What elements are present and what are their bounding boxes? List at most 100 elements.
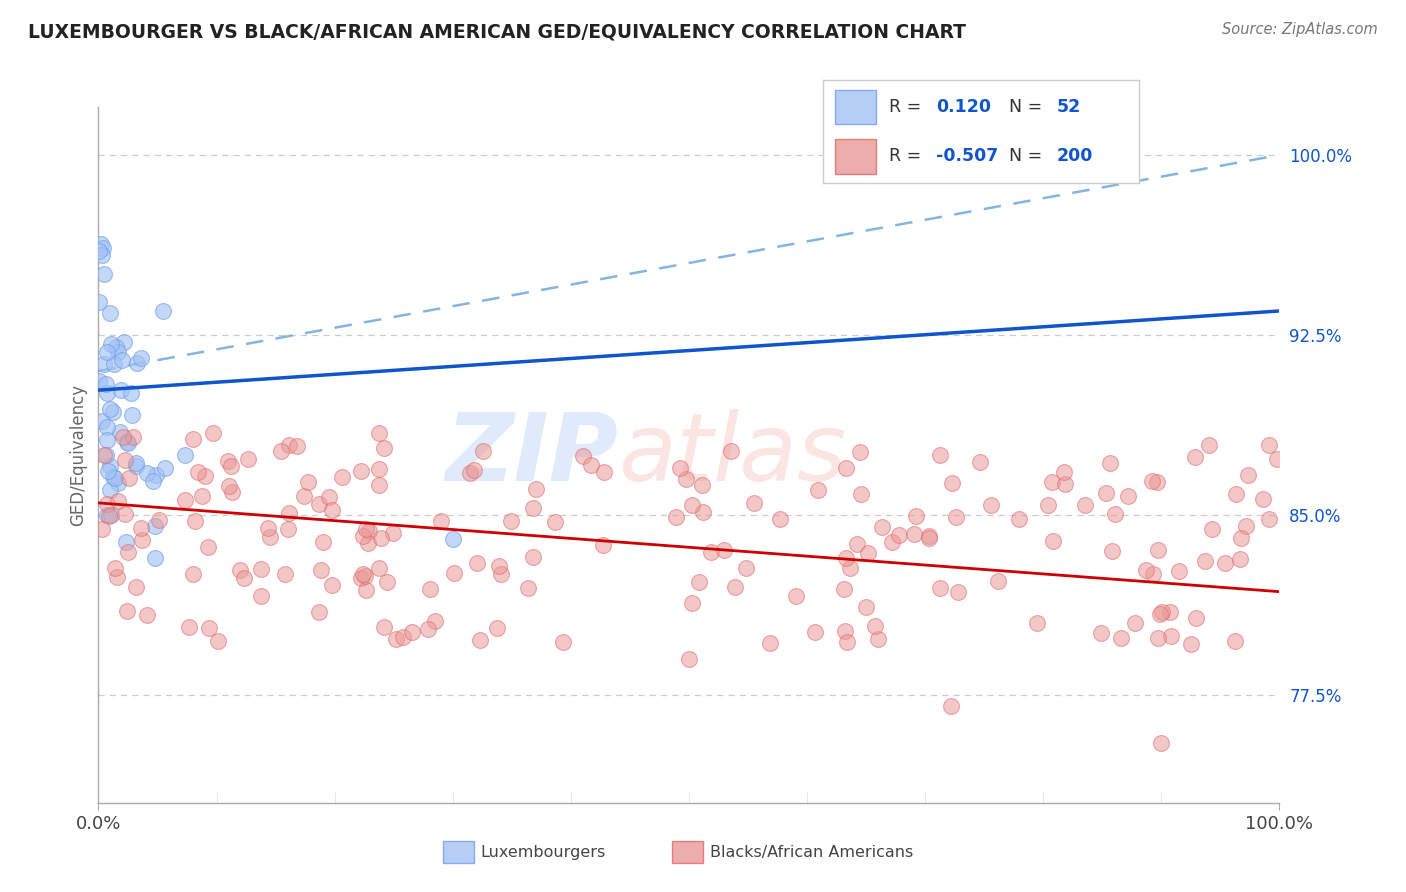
Point: [1104, 508, 1126, 522]
Point: [1251, 491, 1274, 506]
Point: [91, 248, 114, 262]
Point: [903, 526, 925, 541]
Point: [692, 505, 714, 519]
Point: [1140, 474, 1163, 488]
Point: [441, 532, 464, 546]
Point: [1090, 625, 1112, 640]
Point: [117, 545, 139, 559]
Point: [941, 475, 963, 490]
Point: [219, 458, 242, 473]
Point: [1147, 631, 1170, 645]
Point: [87, 374, 110, 388]
Point: [100, 508, 122, 522]
Point: [1180, 637, 1202, 651]
Point: [114, 507, 136, 521]
Point: [370, 532, 392, 546]
Point: [375, 574, 398, 589]
Point: [855, 599, 877, 614]
Point: [103, 470, 125, 484]
Text: R =: R =: [889, 147, 927, 165]
Y-axis label: GED/Equivalency: GED/Equivalency: [69, 384, 87, 526]
Point: [1229, 552, 1251, 566]
Point: [93, 267, 115, 281]
Point: [416, 623, 439, 637]
Point: [270, 444, 292, 458]
Point: [849, 487, 872, 501]
Point: [198, 621, 221, 635]
Point: [1185, 611, 1208, 625]
Point: [104, 561, 127, 575]
Point: [221, 485, 243, 500]
Point: [368, 426, 391, 441]
Point: [1194, 554, 1216, 568]
Point: [1135, 564, 1157, 578]
Point: [522, 550, 544, 565]
Point: [277, 438, 299, 452]
Point: [112, 430, 135, 444]
Point: [1053, 477, 1076, 491]
Point: [249, 561, 271, 575]
Point: [918, 529, 941, 543]
Point: [423, 614, 446, 628]
Point: [678, 652, 700, 666]
Point: [980, 498, 1002, 512]
Point: [373, 441, 395, 455]
Point: [929, 581, 952, 595]
Point: [312, 535, 335, 549]
Point: [96, 386, 118, 401]
Point: [987, 574, 1010, 588]
Point: [96, 434, 118, 448]
Point: [122, 430, 145, 444]
Point: [882, 534, 904, 549]
Point: [392, 631, 415, 645]
Point: [1234, 519, 1257, 533]
Point: [1213, 556, 1236, 570]
Point: [218, 478, 240, 492]
Point: [803, 625, 825, 640]
Point: [100, 337, 122, 351]
Point: [1008, 512, 1031, 526]
Point: [93, 357, 115, 371]
Point: [1160, 629, 1182, 643]
Point: [145, 468, 167, 483]
Point: [277, 523, 299, 537]
Text: 52: 52: [1057, 98, 1081, 116]
Point: [250, 590, 273, 604]
Text: Source: ZipAtlas.com: Source: ZipAtlas.com: [1222, 22, 1378, 37]
Point: [114, 453, 136, 467]
Text: N =: N =: [1010, 98, 1047, 116]
Point: [129, 351, 152, 365]
Point: [468, 632, 491, 647]
Point: [849, 445, 872, 459]
Point: [807, 483, 830, 497]
Point: [94, 376, 117, 391]
Point: [292, 489, 315, 503]
Point: [357, 524, 380, 538]
Point: [720, 443, 742, 458]
Text: 200: 200: [1057, 147, 1092, 165]
Point: [870, 520, 893, 534]
Point: [90, 236, 112, 251]
Point: [1150, 736, 1173, 750]
Point: [1201, 522, 1223, 536]
Point: [207, 634, 229, 648]
Point: [194, 469, 217, 483]
Point: [174, 492, 197, 507]
Text: atlas: atlas: [619, 409, 846, 500]
Point: [349, 464, 371, 478]
Point: [835, 551, 858, 566]
Point: [681, 596, 703, 610]
Point: [135, 607, 157, 622]
Point: [89, 294, 111, 309]
Point: [544, 515, 567, 529]
Point: [904, 508, 927, 523]
Point: [117, 435, 139, 450]
Point: [354, 582, 377, 597]
Point: [1040, 475, 1063, 489]
Point: [1074, 498, 1097, 512]
Point: [1225, 487, 1247, 501]
Point: [948, 584, 970, 599]
Point: [98, 458, 121, 473]
Point: [1236, 467, 1258, 482]
Point: [785, 589, 807, 603]
